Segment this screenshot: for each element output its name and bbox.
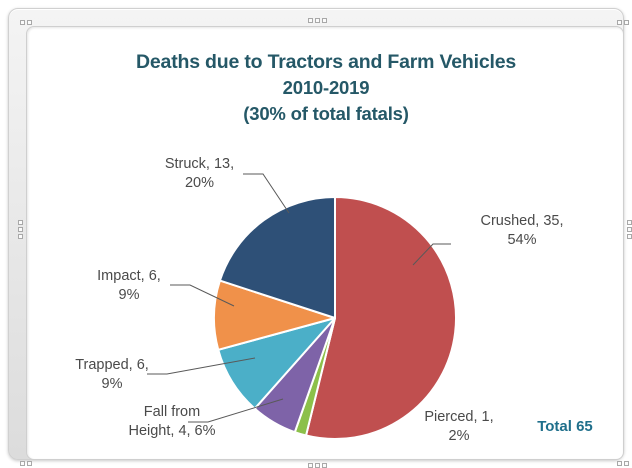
resize-grip-dot [20,20,25,25]
resize-grip-dot [617,20,622,25]
pie-chart-plot-area: Struck, 13, 20% Crushed, 35, 54% Impact,… [27,27,623,459]
resize-grip-dot [627,234,632,239]
title-line-2: 2010-2019 [282,77,370,98]
resize-grip-dot [20,461,25,466]
resize-grip-dot [27,20,32,25]
resize-grip-dot [617,461,622,466]
resize-grip-dot [627,227,632,232]
data-label-fall-from-height: Fall from Height, 4, 6% [128,404,216,439]
resize-grip-top-right[interactable] [617,20,629,25]
leader-line-trapped [147,357,256,375]
resize-grip-dot [322,18,327,23]
resize-grip-dot [308,463,313,468]
resize-grip-dot [315,463,320,468]
pie-slice-crushed[interactable] [305,196,458,440]
resize-grip-dot [315,18,320,23]
chart-canvas: Deaths due to Tractors and Farm Vehicles… [26,26,624,460]
pie-slice-struck[interactable] [218,196,336,319]
pie-slice-group [213,196,458,440]
resize-grip-dot [624,461,629,466]
data-label-struck: Struck, 13, 20% [164,156,235,191]
resize-grip-bottom-left[interactable] [20,461,32,466]
leader-line-group [147,173,451,423]
leader-line-crushed [412,243,451,266]
total-annotation: Total 65 [537,418,593,435]
resize-grip-dot [627,220,632,225]
resize-grip-dot [27,461,32,466]
pie-chart-graphic [147,173,458,440]
resize-grip-dot [322,463,327,468]
data-label-trapped: Trapped, 6, 9% [75,357,149,392]
page-title: Deaths due to Tractors and Farm Vehicles… [27,49,623,127]
resize-grip-top-left[interactable] [20,20,32,25]
resize-grip-bottom-right[interactable] [617,461,629,466]
leader-line-fall [188,398,284,423]
resize-grip-dot [18,234,23,239]
resize-grip-left[interactable] [18,220,23,239]
resize-grip-dot [624,20,629,25]
resize-grip-dot [308,18,313,23]
title-line-1: Deaths due to Tractors and Farm Vehicles [136,51,516,73]
data-label-crushed: Crushed, 35, 54% [480,213,564,248]
data-label-pierced: Pierced, 1, 2% [424,409,494,444]
leader-line-struck [243,173,290,214]
data-label-impact: Impact, 6, 9% [97,268,161,303]
resize-grip-dot [18,220,23,225]
resize-grip-right[interactable] [627,220,632,239]
picture-frame[interactable]: Deaths due to Tractors and Farm Vehicles… [8,8,632,468]
title-line-3: (30% of total fatals) [243,103,409,124]
leader-line-impact [170,284,235,307]
resize-grip-top[interactable] [308,18,327,23]
resize-grip-dot [18,227,23,232]
resize-grip-bottom[interactable] [308,463,327,468]
